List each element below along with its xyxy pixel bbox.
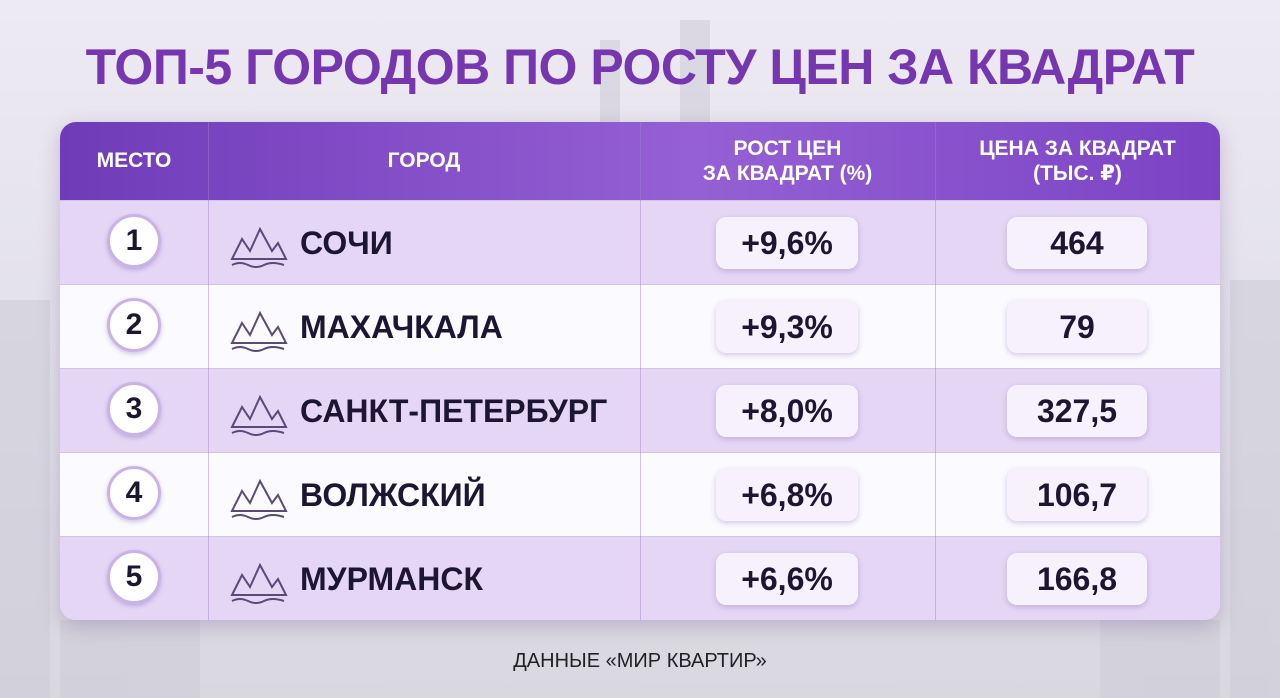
city-icon [230, 310, 288, 352]
city-icon [230, 562, 288, 604]
header-cell: ЦЕНА ЗА КВАДРАТ (ТЫС. ₽) [979, 136, 1176, 185]
city-name: МУРМАНСК [300, 560, 483, 597]
rank-badge: 2 [107, 298, 161, 352]
price-value: 327,5 [1007, 385, 1147, 437]
header-cell: РОСТ ЦЕН ЗА КВАДРАТ (%) [702, 136, 873, 185]
city-icon [230, 394, 288, 436]
growth-value: +6,8% [716, 469, 858, 521]
column-divider [208, 122, 209, 620]
header-cell: МЕСТО [96, 149, 172, 173]
table-header: МЕСТО ГОРОД РОСТ ЦЕН ЗА КВАДРАТ (%) ЦЕНА… [60, 122, 1220, 200]
city-name: МАХАЧКАЛА [300, 308, 503, 345]
city-name: ВОЛЖСКИЙ [300, 476, 486, 513]
table: МЕСТО ГОРОД РОСТ ЦЕН ЗА КВАДРАТ (%) ЦЕНА… [60, 122, 1220, 620]
table-row: 5 МУРМАНСК +6,6% 166,8 [60, 536, 1220, 620]
column-divider [640, 122, 641, 620]
rank-badge: 3 [107, 382, 161, 436]
table-row: 4 ВОЛЖСКИЙ +6,8% 106,7 [60, 452, 1220, 536]
price-value: 106,7 [1007, 469, 1147, 521]
rank-badge: 4 [107, 466, 161, 520]
growth-value: +8,0% [716, 385, 858, 437]
source-note: ДАННЫЕ «МИР КВАРТИР» [513, 650, 767, 672]
price-value: 166,8 [1007, 553, 1147, 605]
title: ТОП-5 ГОРОДОВ ПО РОСТУ ЦЕН ЗА КВАДРАТ [85, 39, 1195, 95]
table-row: 3 САНКТ-ПЕТЕРБУРГ +8,0% 327,5 [60, 368, 1220, 452]
price-value: 79 [1007, 301, 1147, 353]
city-name: САНКТ-ПЕТЕРБУРГ [300, 392, 608, 429]
growth-value: +9,6% [716, 217, 858, 269]
growth-value: +9,3% [716, 301, 858, 353]
table-row: 1 СОЧИ +9,6% 464 [60, 200, 1220, 284]
city-icon [230, 226, 288, 268]
column-divider [935, 122, 936, 620]
header-cell: ГОРОД [387, 149, 461, 173]
rank-badge: 5 [107, 550, 161, 604]
city-name: СОЧИ [300, 224, 393, 261]
city-icon [230, 478, 288, 520]
rank-badge: 1 [107, 214, 161, 268]
price-value: 464 [1007, 217, 1147, 269]
growth-value: +6,6% [716, 553, 858, 605]
table-row: 2 МАХАЧКАЛА +9,3% 79 [60, 284, 1220, 368]
